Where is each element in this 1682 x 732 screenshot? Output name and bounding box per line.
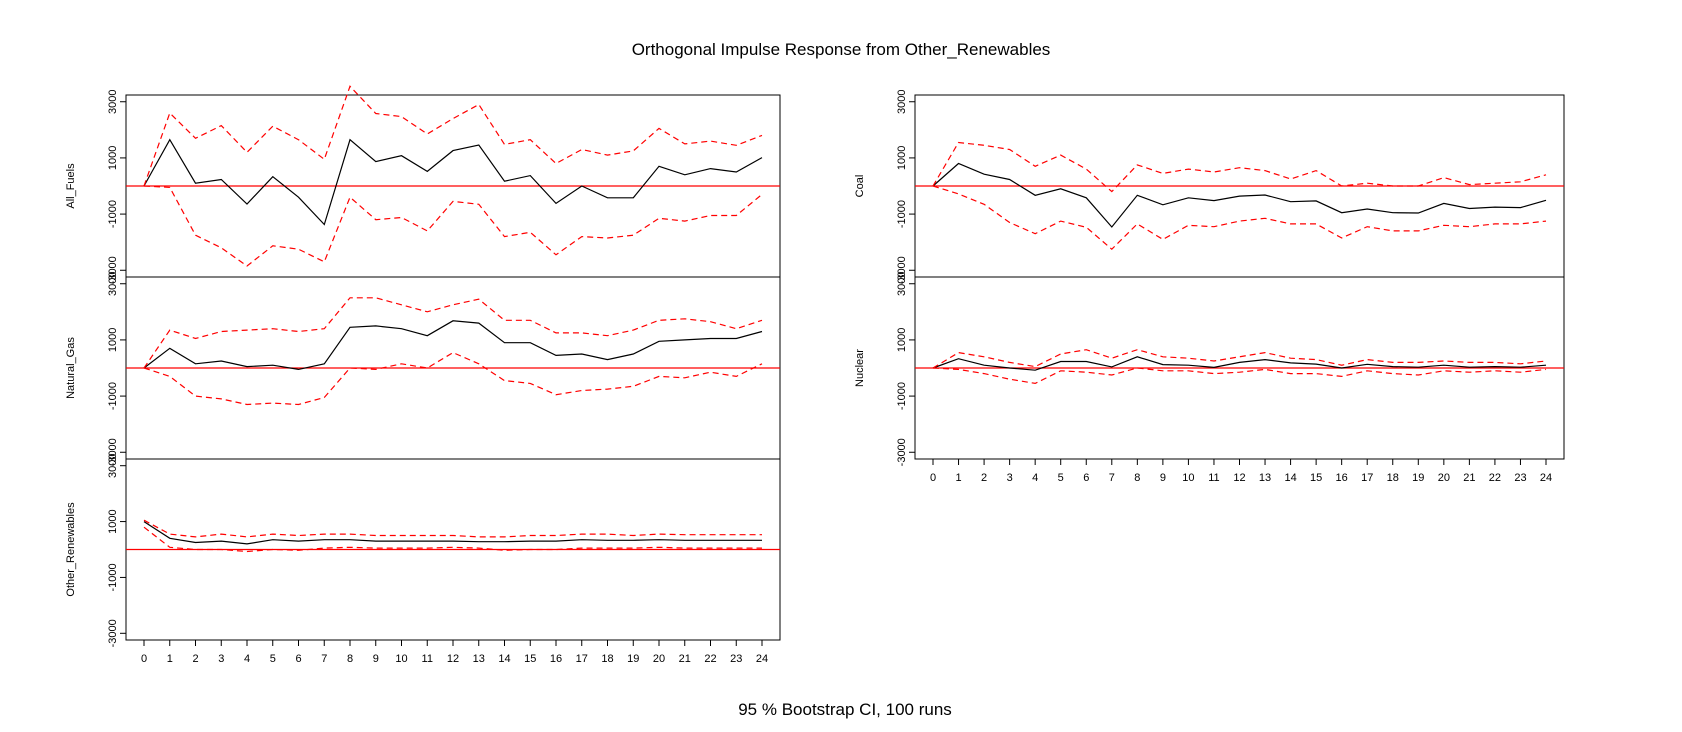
panel-natural-gas: -3000 -1000 1000 3000 Natural_Gas <box>65 271 781 466</box>
x-tick-label: 10 <box>395 653 407 665</box>
x-tick-label: 22 <box>1489 472 1501 484</box>
x-tick-label: 3 <box>1007 472 1013 484</box>
x-tick-label: 7 <box>1109 472 1115 484</box>
x-tick-label: 11 <box>1208 472 1219 484</box>
y-tick-label: -1000 <box>107 200 119 228</box>
x-tick-label: 2 <box>981 472 987 484</box>
ci-upper-line <box>143 85 763 187</box>
x-tick-label: 0 <box>930 472 936 484</box>
x-tick-label: 6 <box>295 653 301 665</box>
irf-line <box>143 320 763 371</box>
x-tick-label: 2 <box>192 653 198 665</box>
x-tick-label: 16 <box>550 653 562 665</box>
y-axis-label: Coal <box>854 175 866 198</box>
x-tick-label: 7 <box>321 653 327 665</box>
ci-lower-line <box>143 351 763 406</box>
ci-lower-line <box>143 526 762 553</box>
y-axis-label: Other_Renewables <box>65 502 77 597</box>
x-tick-label: 5 <box>1058 472 1064 484</box>
y-tick-label: -1000 <box>896 382 908 410</box>
irf-line <box>932 162 1547 228</box>
x-tick-label: 9 <box>1160 472 1166 484</box>
y-tick-label: 3000 <box>896 271 908 295</box>
x-tick-label: 20 <box>1438 472 1450 484</box>
x-tick-label: 22 <box>704 653 716 665</box>
x-tick-label: 24 <box>1540 472 1552 484</box>
x-tick-label: 1 <box>955 472 961 484</box>
x-tick-label: 12 <box>1233 472 1245 484</box>
y-axis-label: All_Fuels <box>65 163 77 209</box>
irf-line <box>143 138 763 226</box>
ci-upper-line <box>143 297 763 369</box>
x-tick-label: 6 <box>1083 472 1089 484</box>
y-tick-label: -3000 <box>896 438 908 466</box>
x-tick-label: 18 <box>1387 472 1399 484</box>
footer-caption: 95 % Bootstrap CI, 100 runs <box>738 700 952 719</box>
x-tick-label: 14 <box>498 653 510 665</box>
y-axis-label: Natural_Gas <box>65 337 77 399</box>
x-tick-label: 14 <box>1284 472 1296 484</box>
x-tick-label: 11 <box>422 653 433 665</box>
x-tick-label: 21 <box>679 653 691 665</box>
x-tick-label: 15 <box>524 653 536 665</box>
x-tick-label: 4 <box>1032 472 1038 484</box>
y-tick-label: -1000 <box>107 382 119 410</box>
x-tick-label: 8 <box>347 653 353 665</box>
x-tick-label: 21 <box>1463 472 1475 484</box>
x-tick-label: 12 <box>447 653 459 665</box>
y-tick-label: -3000 <box>107 438 119 466</box>
x-tick-label: 17 <box>576 653 588 665</box>
irf-line <box>932 356 1547 371</box>
y-tick-label: 1000 <box>896 328 908 352</box>
x-tick-label: 23 <box>1514 472 1526 484</box>
y-tick-label: -3000 <box>107 619 119 647</box>
x-tick-label: 24 <box>756 653 768 665</box>
x-tick-label: 13 <box>473 653 485 665</box>
ci-upper-line <box>932 349 1547 369</box>
y-tick-label: 1000 <box>107 328 119 352</box>
y-tick-label: -1000 <box>107 563 119 591</box>
ci-lower-line <box>932 367 1547 385</box>
chart-title: Orthogonal Impulse Response from Other_R… <box>632 40 1051 59</box>
ci-lower-line <box>143 185 763 267</box>
x-tick-label: 1 <box>167 653 173 665</box>
y-tick-label: 3000 <box>107 453 119 477</box>
panel-all-fuels: -3000 -1000 1000 3000 All_Fuels <box>65 85 781 284</box>
x-tick-label: 10 <box>1182 472 1194 484</box>
y-tick-label: -1000 <box>896 200 908 228</box>
x-tick-label: 16 <box>1336 472 1348 484</box>
irf-line <box>143 521 762 545</box>
x-tick-label: 8 <box>1134 472 1140 484</box>
y-tick-label: 3000 <box>107 89 119 113</box>
x-tick-label: 13 <box>1259 472 1271 484</box>
panel-coal: -3000 -1000 1000 3000 Coal <box>854 89 1565 284</box>
x-tick-label: 18 <box>601 653 613 665</box>
x-tick-label: 19 <box>627 653 639 665</box>
x-tick-label: 4 <box>244 653 250 665</box>
x-tick-label: 5 <box>270 653 276 665</box>
y-tick-label: -3000 <box>107 256 119 284</box>
x-tick-label: 15 <box>1310 472 1322 484</box>
ci-upper-line <box>143 519 762 538</box>
x-tick-label: 3 <box>218 653 224 665</box>
y-tick-label: -3000 <box>896 256 908 284</box>
y-tick-label: 3000 <box>107 271 119 295</box>
x-tick-label: 9 <box>373 653 379 665</box>
ci-lower-line <box>932 185 1547 251</box>
y-tick-label: 1000 <box>107 146 119 170</box>
x-tick-label: 20 <box>653 653 665 665</box>
ci-upper-line <box>932 141 1547 193</box>
y-tick-label: 3000 <box>896 89 908 113</box>
x-tick-label: 0 <box>141 653 147 665</box>
y-axis-label: Nuclear <box>854 349 866 387</box>
x-tick-label: 23 <box>730 653 742 665</box>
x-tick-label: 19 <box>1412 472 1424 484</box>
y-tick-label: 1000 <box>107 509 119 533</box>
x-tick-label: 17 <box>1361 472 1373 484</box>
y-tick-label: 1000 <box>896 146 908 170</box>
